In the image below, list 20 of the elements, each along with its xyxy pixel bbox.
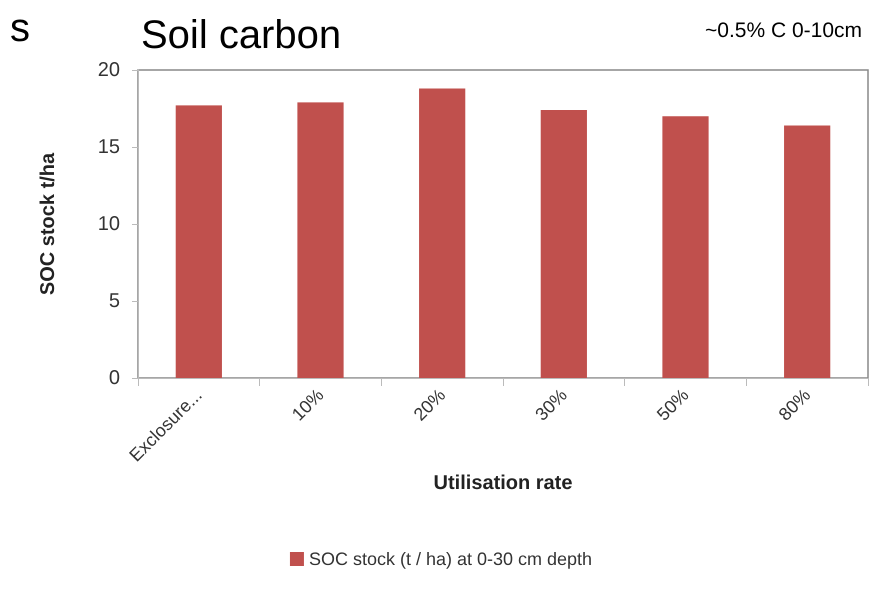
bar — [419, 88, 466, 378]
y-tick-label: 15 — [98, 136, 120, 158]
bar — [784, 125, 830, 378]
y-tick-label: 0 — [108, 367, 120, 389]
x-tick-label: 80% — [774, 384, 814, 425]
bar — [540, 110, 587, 378]
y-tick-label: 20 — [98, 59, 120, 81]
bar — [297, 102, 344, 378]
y-tick-label: 5 — [108, 290, 120, 312]
x-axis-title: Utilisation rate — [434, 472, 572, 494]
x-tick-label: 30% — [531, 384, 571, 425]
y-tick-label: 10 — [98, 213, 120, 235]
bar — [662, 116, 709, 378]
legend-label: SOC stock (t / ha) at 0-30 cm depth — [308, 549, 592, 569]
x-tick-label: 50% — [652, 384, 693, 425]
text: s — [10, 6, 30, 50]
y-axis-title: SOC stock t/ha — [37, 152, 59, 296]
bar — [176, 105, 222, 378]
text: ~0.5% C 0-10cm — [705, 19, 862, 42]
chart-title: Soil carbon — [141, 13, 342, 57]
